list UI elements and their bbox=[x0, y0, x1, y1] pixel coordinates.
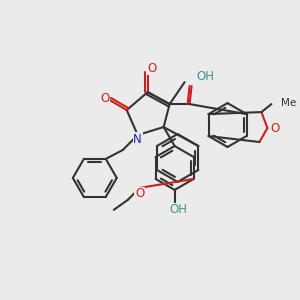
Text: N: N bbox=[133, 133, 142, 146]
Text: OH: OH bbox=[169, 203, 188, 216]
Text: O: O bbox=[100, 92, 110, 105]
Text: O: O bbox=[135, 188, 144, 200]
Text: Me: Me bbox=[281, 98, 297, 108]
Text: O: O bbox=[147, 62, 156, 75]
Text: OH: OH bbox=[196, 70, 214, 83]
Text: O: O bbox=[271, 122, 280, 134]
